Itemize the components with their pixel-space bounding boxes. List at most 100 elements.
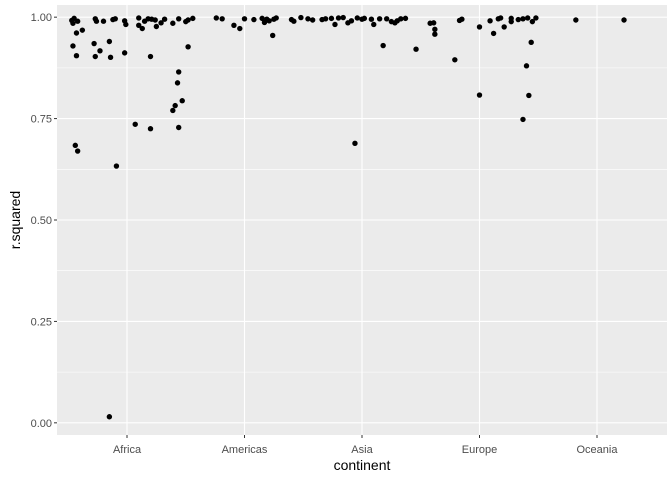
y-axis-ticks: 0.00 0.25 0.50 0.75 1.00 xyxy=(31,12,57,430)
data-point xyxy=(91,40,97,47)
data-point xyxy=(106,38,113,45)
data-point xyxy=(70,20,76,26)
data-point xyxy=(270,32,276,39)
data-point xyxy=(354,15,360,21)
data-point xyxy=(266,18,272,24)
data-point xyxy=(371,21,377,28)
y-tick-label: 0.50 xyxy=(31,215,52,227)
data-point xyxy=(380,42,386,49)
data-point xyxy=(332,21,338,28)
data-point xyxy=(573,17,579,23)
data-point xyxy=(176,69,182,75)
data-point xyxy=(147,53,154,60)
data-point xyxy=(432,26,438,33)
data-point xyxy=(251,16,257,23)
data-point xyxy=(533,15,539,21)
data-point xyxy=(621,17,627,23)
y-tick-label: 1.00 xyxy=(31,12,52,24)
data-points xyxy=(69,14,627,420)
data-point xyxy=(73,53,80,59)
data-point xyxy=(113,163,120,169)
data-point xyxy=(70,43,76,49)
data-point xyxy=(368,16,375,22)
data-point xyxy=(298,14,304,21)
data-point xyxy=(92,53,98,60)
data-point xyxy=(172,102,178,109)
data-point xyxy=(526,92,532,99)
data-point xyxy=(176,124,182,131)
data-point xyxy=(348,18,355,24)
y-axis-title: r.squared xyxy=(7,191,23,249)
data-point xyxy=(231,22,237,28)
data-point xyxy=(132,121,138,127)
data-point xyxy=(136,22,142,28)
data-point xyxy=(241,16,248,22)
data-point xyxy=(432,31,438,37)
data-point xyxy=(121,50,128,56)
data-point xyxy=(158,20,164,26)
data-point xyxy=(93,18,100,24)
data-point xyxy=(259,15,265,22)
data-point xyxy=(340,14,346,21)
data-point xyxy=(106,414,113,420)
y-tick-label: 0.25 xyxy=(31,316,52,328)
data-point xyxy=(508,18,514,25)
data-point xyxy=(309,17,316,23)
y-tick-label: 0.75 xyxy=(31,114,52,126)
x-tick-label: Americas xyxy=(222,444,268,456)
x-tick-label: Europe xyxy=(462,444,497,456)
data-point xyxy=(335,15,342,21)
data-point xyxy=(328,15,335,22)
data-point xyxy=(74,148,81,154)
data-point xyxy=(170,107,176,114)
data-point xyxy=(487,18,493,24)
data-point xyxy=(153,23,160,30)
data-point xyxy=(376,16,383,22)
data-point xyxy=(213,15,219,21)
data-point xyxy=(152,17,158,23)
data-point xyxy=(452,57,458,63)
data-point xyxy=(528,39,534,46)
data-point xyxy=(72,142,79,149)
x-tick-label: Oceania xyxy=(577,444,619,456)
data-point xyxy=(523,63,530,69)
x-axis-title: continent xyxy=(334,457,391,473)
data-point xyxy=(402,15,409,22)
data-point xyxy=(524,15,531,21)
data-point xyxy=(497,15,504,21)
data-point xyxy=(352,140,358,147)
major-gridlines xyxy=(57,5,667,435)
data-point xyxy=(190,15,196,22)
data-point xyxy=(107,54,114,61)
data-point xyxy=(219,16,225,22)
data-point xyxy=(515,16,521,23)
data-point xyxy=(459,16,465,22)
data-point xyxy=(529,18,536,25)
data-point xyxy=(139,25,145,32)
data-point xyxy=(170,20,176,26)
data-point xyxy=(322,16,329,22)
data-point xyxy=(176,16,182,22)
data-point xyxy=(383,16,390,22)
x-tick-label: Africa xyxy=(113,444,142,456)
data-point xyxy=(79,27,86,33)
data-point xyxy=(74,18,81,24)
y-tick-label: 0.00 xyxy=(31,418,52,430)
data-point xyxy=(361,15,368,22)
data-point xyxy=(476,24,483,30)
data-point xyxy=(73,30,80,36)
data-point xyxy=(520,16,526,22)
data-point xyxy=(305,16,311,22)
data-point xyxy=(161,16,168,22)
data-point xyxy=(100,18,107,24)
data-point xyxy=(237,25,243,32)
data-point xyxy=(123,21,129,28)
data-point xyxy=(398,16,404,22)
data-point xyxy=(501,24,507,30)
data-point xyxy=(490,30,497,37)
x-axis-ticks: Africa Americas Asia Europe Oceania xyxy=(113,435,618,456)
data-point xyxy=(97,48,103,54)
data-point xyxy=(185,17,191,23)
data-point xyxy=(179,98,185,104)
data-point xyxy=(476,92,483,98)
